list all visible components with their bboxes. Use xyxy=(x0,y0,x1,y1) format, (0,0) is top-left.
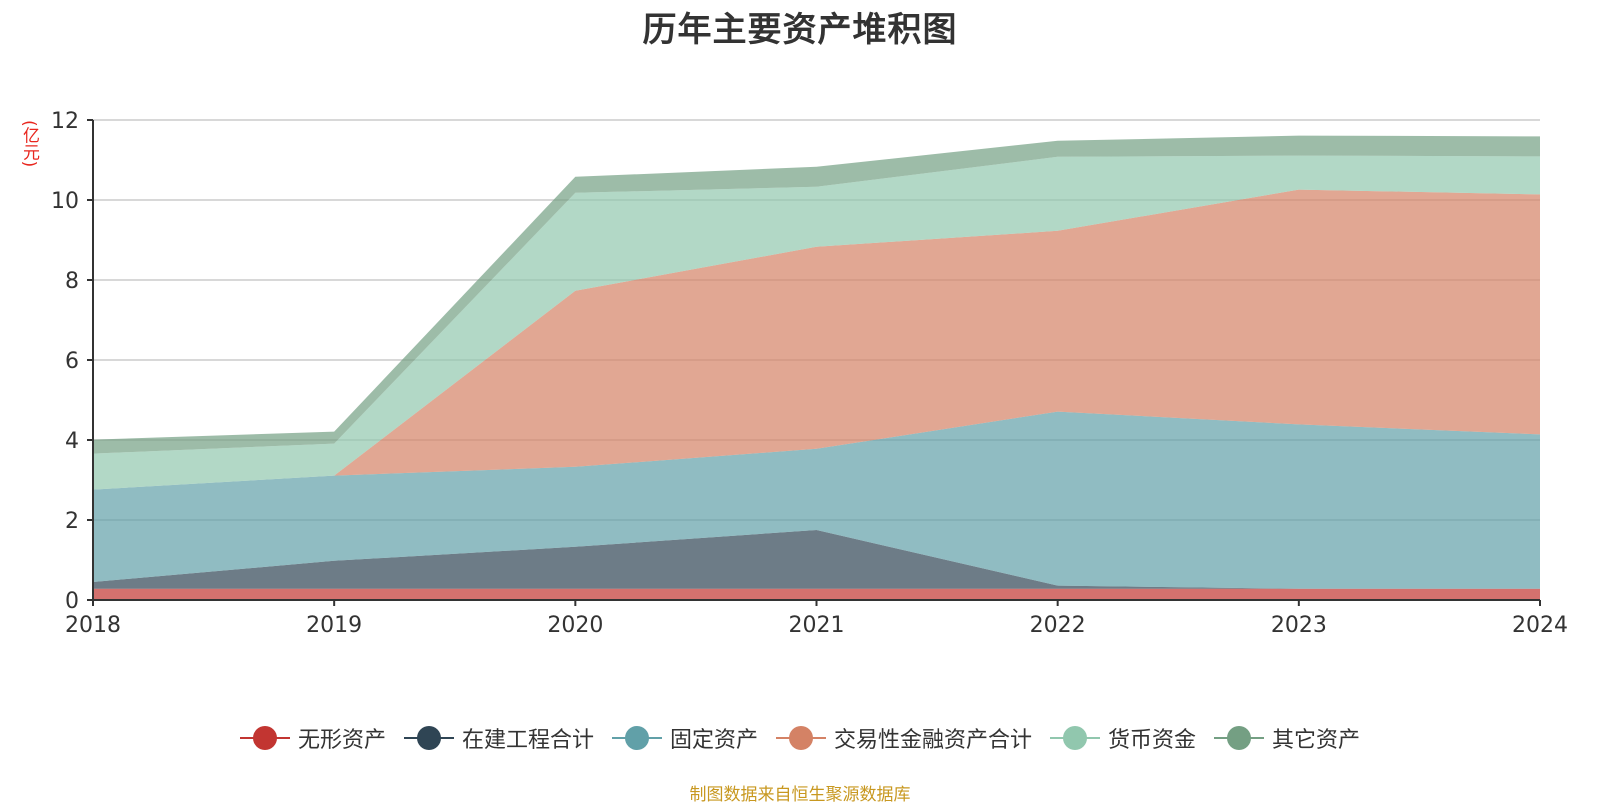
legend-item-4[interactable]: 货币资金 xyxy=(1050,722,1196,754)
x-tick-label-6: 2024 xyxy=(1512,613,1568,638)
area-series-1 xyxy=(93,530,1540,589)
y-tick-label-2: 4 xyxy=(65,429,79,454)
legend-label-3: 交易性金融资产合计 xyxy=(834,728,1033,753)
legend-swatch-2 xyxy=(611,726,662,750)
y-tick-label-1: 2 xyxy=(65,509,79,534)
legend-swatch-5 xyxy=(1214,726,1265,750)
legend-label-1: 在建工程合计 xyxy=(461,728,594,753)
legend-swatch-1 xyxy=(403,726,454,750)
x-tick-label-5: 2023 xyxy=(1271,613,1327,638)
legend-label-0: 无形资产 xyxy=(297,728,386,753)
y-tick-label-3: 6 xyxy=(65,349,79,374)
chart-title: 历年主要资产堆积图 xyxy=(642,10,958,50)
legend-item-3[interactable]: 交易性金融资产合计 xyxy=(776,722,1032,754)
legend-item-2[interactable]: 固定资产 xyxy=(611,722,758,754)
legend-item-5[interactable]: 其它资产 xyxy=(1214,722,1360,754)
chart-legend: 无形资产 在建工程合计 固定资产 交易性金融资产合计 货币资金 其它资产 xyxy=(0,722,1600,754)
legend-item-0[interactable]: 无形资产 xyxy=(239,722,386,754)
x-tick-label-1: 2019 xyxy=(306,613,362,638)
data-source-note: 制图数据来自恒生聚源数据库 xyxy=(689,785,911,805)
y-tick-label-5: 10 xyxy=(51,189,79,214)
area-series-3 xyxy=(93,189,1540,490)
legend-swatch-3 xyxy=(776,726,826,750)
area-series-2 xyxy=(93,411,1540,589)
x-tick-label-2: 2020 xyxy=(547,613,603,638)
y-tick-label-4: 8 xyxy=(65,269,79,294)
legend-label-4: 货币资金 xyxy=(1108,728,1197,753)
area-series-0 xyxy=(93,588,1540,600)
y-axis-unit-label: (亿元) xyxy=(19,120,39,168)
legend-item-1[interactable]: 在建工程合计 xyxy=(403,722,594,754)
y-tick-label-6: 12 xyxy=(51,109,79,134)
legend-label-5: 其它资产 xyxy=(1272,728,1361,753)
legend-swatch-4 xyxy=(1050,726,1101,750)
area-series-4 xyxy=(93,155,1540,490)
x-tick-label-3: 2021 xyxy=(789,613,845,638)
legend-label-2: 固定资产 xyxy=(669,728,758,753)
x-tick-label-0: 2018 xyxy=(65,613,121,638)
x-tick-label-4: 2022 xyxy=(1030,613,1086,638)
legend-swatch-0 xyxy=(239,726,290,750)
y-tick-label-0: 0 xyxy=(65,589,79,614)
